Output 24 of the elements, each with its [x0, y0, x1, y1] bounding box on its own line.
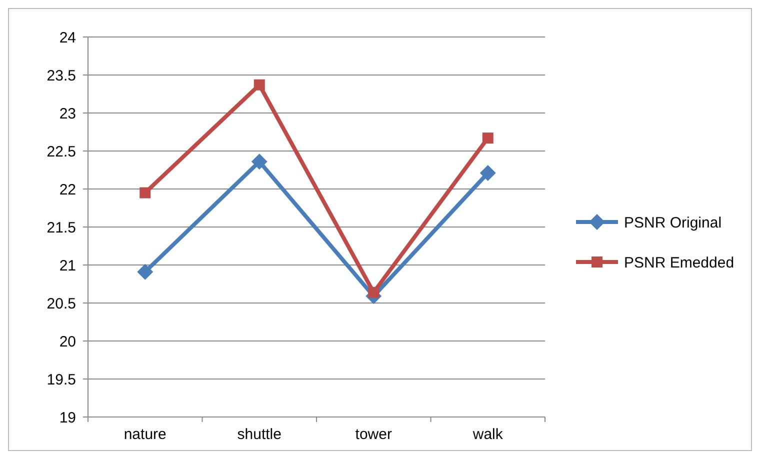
legend-label: PSNR Emedded: [624, 254, 734, 272]
y-tick-label: 19: [59, 409, 76, 426]
y-tick-label: 22.5: [46, 143, 76, 160]
point: [140, 187, 151, 198]
y-tick-label: 23.5: [46, 67, 76, 84]
y-tick-label: 22: [59, 181, 76, 198]
point: [251, 154, 268, 170]
y-tick-label: 20: [59, 333, 76, 350]
point: [482, 132, 494, 144]
y-tick-label: 21: [59, 257, 76, 274]
x-tick-label: shuttle: [237, 426, 282, 443]
x-tick-label: tower: [355, 426, 392, 443]
y-tick-label: 24: [59, 29, 76, 46]
point: [480, 165, 496, 182]
x-tick-label: walk: [472, 426, 504, 443]
point: [137, 264, 154, 280]
point: [254, 79, 265, 90]
x-tick-label: nature: [124, 426, 166, 443]
point: [368, 286, 380, 298]
y-tick-label: 21.5: [46, 219, 76, 236]
y-tick-label: 23: [59, 105, 76, 122]
y-tick-label: 19.5: [46, 371, 76, 388]
legend-label: PSNR Original: [624, 214, 722, 232]
y-tick-label: 20.5: [46, 295, 76, 312]
